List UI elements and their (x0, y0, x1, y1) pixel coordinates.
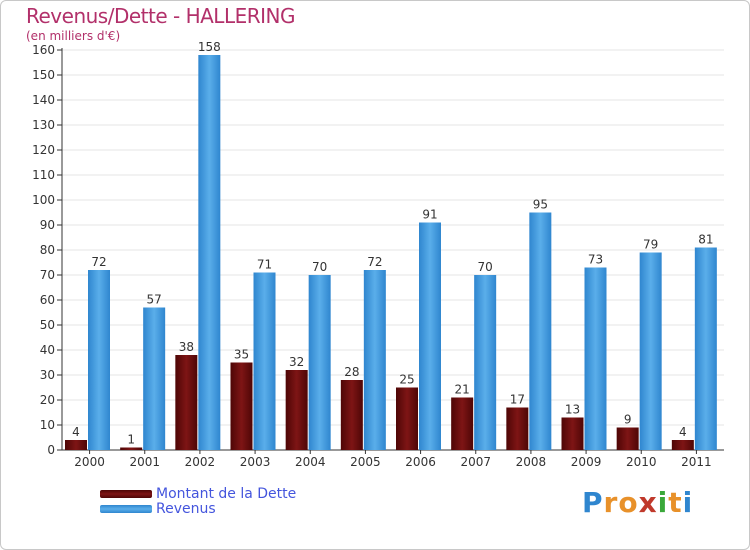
y-tick-label: 30 (40, 368, 55, 382)
legend-item-revenus: Revenus (100, 500, 296, 517)
dette-value-label: 25 (399, 373, 414, 387)
x-tick-label: 2004 (295, 455, 326, 469)
revenus-bar (529, 212, 552, 450)
revenus-bar (253, 272, 276, 450)
dette-bar (175, 355, 198, 450)
logo-letter: o (618, 486, 639, 519)
dette-bar (451, 397, 474, 450)
revenus-value-label: 57 (147, 293, 162, 307)
logo-letter: i (657, 486, 669, 519)
dette-value-label: 13 (565, 403, 580, 417)
revenus-bar (694, 247, 717, 450)
revenus-value-label: 72 (367, 255, 382, 269)
dette-value-label: 4 (679, 425, 687, 439)
x-tick-label: 2003 (240, 455, 271, 469)
y-tick-label: 60 (40, 293, 55, 307)
revenus-value-label: 71 (257, 258, 272, 272)
revenus-bar (363, 270, 386, 450)
y-tick-label: 90 (40, 218, 55, 232)
y-tick-label: 140 (32, 93, 55, 107)
legend-swatch-dette (100, 489, 152, 498)
revenus-value-label: 72 (91, 255, 106, 269)
dette-bar (120, 447, 143, 450)
logo-letter: x (638, 486, 658, 519)
legend-label-revenus: Revenus (156, 500, 216, 517)
y-tick-label: 10 (40, 418, 55, 432)
x-tick-label: 2002 (185, 455, 216, 469)
revenus-value-label: 158 (198, 40, 221, 54)
y-tick-label: 120 (32, 143, 55, 157)
y-tick-label: 110 (32, 168, 55, 182)
revenus-bar (584, 267, 607, 450)
logo-letter: P (582, 486, 604, 519)
legend-item-dette: Montant de la Dette (100, 485, 297, 502)
chart-axes: 0 10 20 30 40 50 60 70 80 90 100 110 120 130 140 150 160… (32, 43, 724, 469)
dette-value-label: 1 (127, 433, 135, 447)
dette-bar (285, 370, 308, 450)
dette-value-label: 28 (344, 365, 359, 379)
x-tick-label: 2008 (516, 455, 547, 469)
dette-value-label: 9 (624, 413, 632, 427)
revenus-bar (308, 275, 331, 450)
y-tick-label: 50 (40, 318, 55, 332)
y-tick-label: 20 (40, 393, 55, 407)
dette-bar (230, 362, 253, 450)
revenus-bar (88, 270, 110, 450)
revenus-bar (474, 275, 497, 450)
revenus-bar (143, 307, 166, 450)
chart-subtitle: (en milliers d'€) (26, 29, 121, 43)
dette-bar (671, 440, 694, 450)
dette-bar (616, 427, 639, 450)
y-tick-label: 150 (32, 68, 55, 82)
dette-bar (396, 387, 418, 450)
revenus-value-label: 70 (478, 260, 493, 274)
x-tick-label: 2006 (405, 455, 436, 469)
revenus-value-label: 81 (698, 233, 713, 247)
dette-value-label: 4 (72, 425, 80, 439)
y-tick-label: 80 (40, 243, 55, 257)
x-tick-label: 2001 (129, 455, 160, 469)
chart-title: Revenus/Dette - HALLERING (26, 4, 295, 28)
logo-letter: r (603, 486, 619, 519)
y-tick-label: 0 (47, 443, 55, 457)
revenus-value-label: 70 (312, 260, 327, 274)
revenus-value-label: 91 (422, 208, 437, 222)
chart-bars (65, 55, 717, 450)
revenus-value-label: 73 (588, 253, 603, 267)
dette-bar (561, 417, 584, 450)
x-tick-label: 2000 (74, 455, 105, 469)
dette-value-label: 17 (510, 393, 525, 407)
revenus-bar (198, 55, 221, 450)
logo-letter: i (682, 486, 694, 519)
x-tick-label: 2010 (626, 455, 657, 469)
y-tick-label: 100 (32, 193, 55, 207)
dette-bar (65, 440, 87, 450)
dette-bar (506, 407, 529, 450)
dette-value-label: 21 (455, 383, 470, 397)
y-tick-label: 130 (32, 118, 55, 132)
dette-bar (340, 380, 363, 450)
chart-legend: Montant de la Dette Revenus (100, 485, 297, 517)
y-tick-label: 70 (40, 268, 55, 282)
x-tick-label: 2005 (350, 455, 381, 469)
revenus-value-label: 95 (533, 198, 548, 212)
x-tick-label: 2011 (681, 455, 712, 469)
revenus-bar (639, 252, 662, 450)
dette-value-label: 38 (179, 340, 194, 354)
chart-labels: 4 72 1 57 38 158 35 71 32 70 28 72 25 91 21 70 17 95 13 73 9… (72, 40, 713, 447)
logo-letter: t (668, 486, 683, 519)
x-tick-label: 2009 (571, 455, 602, 469)
revenus-value-label: 79 (643, 238, 658, 252)
proxiti-logo: Proxiti (582, 486, 693, 519)
legend-swatch-revenus (100, 504, 152, 513)
y-tick-label: 40 (40, 343, 55, 357)
legend-label-dette: Montant de la Dette (156, 485, 297, 502)
dette-value-label: 35 (234, 348, 249, 362)
x-tick-label: 2007 (460, 455, 491, 469)
dette-value-label: 32 (289, 355, 304, 369)
y-tick-label: 160 (32, 43, 55, 57)
revenus-bar (419, 222, 441, 450)
